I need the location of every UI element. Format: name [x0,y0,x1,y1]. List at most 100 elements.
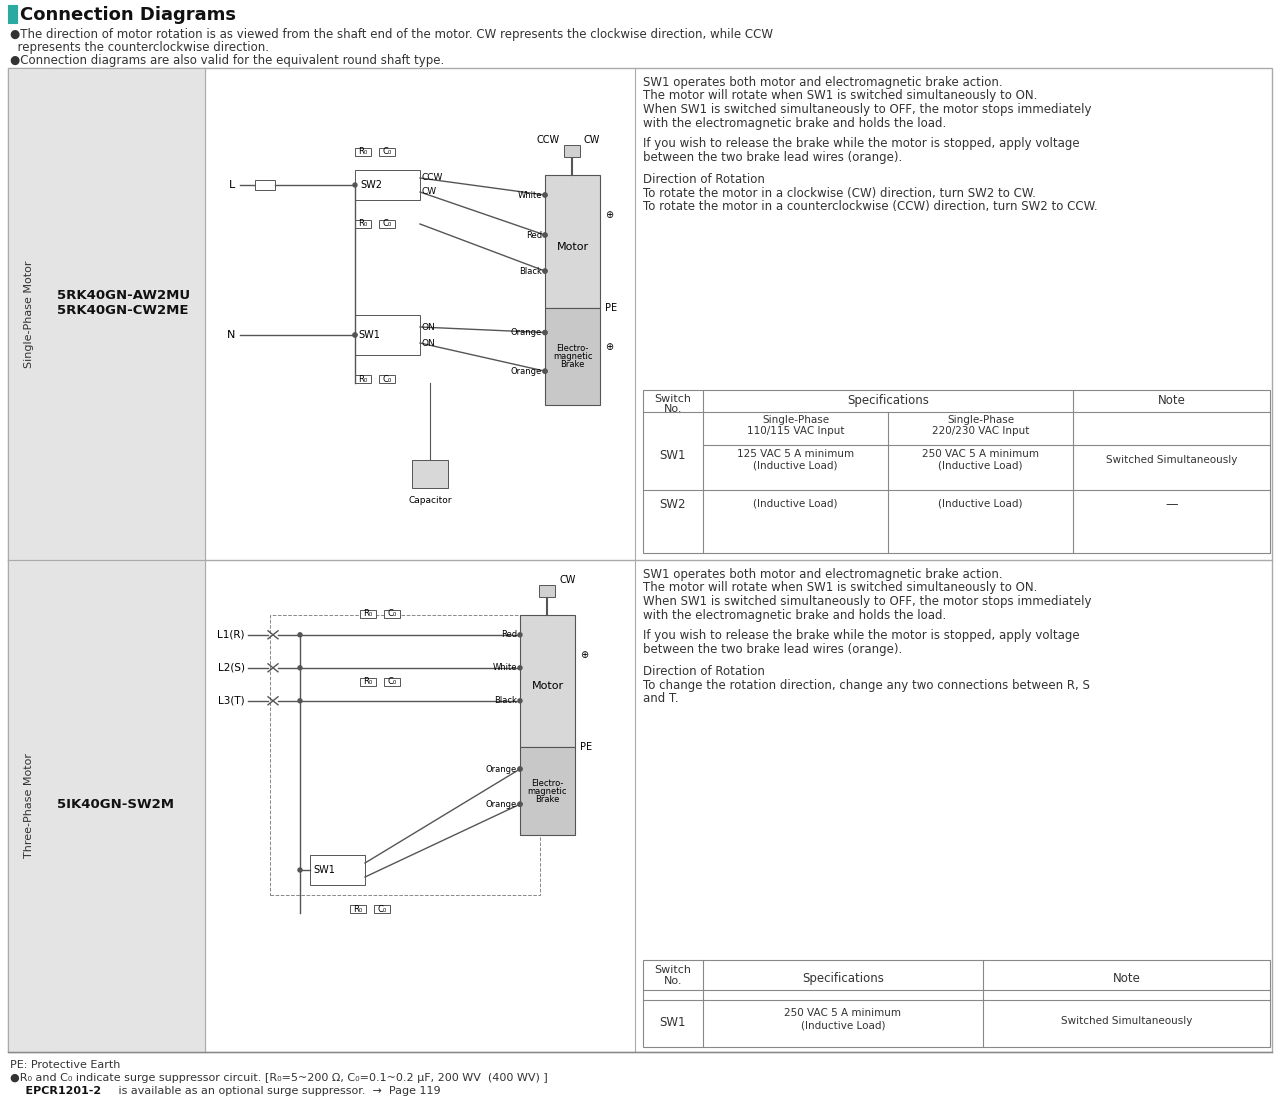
Text: 5RK40GN-CW2ME: 5RK40GN-CW2ME [58,304,188,317]
Circle shape [353,184,357,187]
Text: PE: Protective Earth: PE: Protective Earth [10,1060,120,1070]
Text: L3(T): L3(T) [219,696,244,706]
Text: SW1 operates both motor and electromagnetic brake action.: SW1 operates both motor and electromagne… [643,76,1002,90]
Text: SW1 operates both motor and electromagnetic brake action.: SW1 operates both motor and electromagne… [643,568,1002,581]
Text: ●R₀ and C₀ indicate surge suppressor circuit. [R₀=5~200 Ω, C₀=0.1~0.2 μF, 200 WV: ●R₀ and C₀ indicate surge suppressor cir… [10,1073,548,1083]
Text: Direction of Rotation: Direction of Rotation [643,665,765,678]
Circle shape [353,333,357,337]
Bar [360,678,376,686]
Text: Direction of Rotation: Direction of Rotation [643,173,765,186]
Bar [412,460,448,488]
Text: Orange: Orange [511,328,541,337]
Text: No.: No. [664,404,682,414]
Bar [384,678,399,686]
Text: —: — [1165,498,1178,511]
Circle shape [298,666,302,670]
Text: between the two brake lead wires (orange).: between the two brake lead wires (orange… [643,150,902,163]
Text: SW1: SW1 [358,330,380,340]
Text: C₀: C₀ [388,610,397,619]
Bar [374,905,390,913]
Bar [355,170,420,200]
Text: represents the counterclockwise direction.: represents the counterclockwise directio… [10,41,269,54]
Text: Electro-: Electro- [531,779,563,788]
Circle shape [543,192,547,197]
Bar [539,585,556,598]
Circle shape [518,802,522,806]
Text: ●Connection diagrams are also valid for the equivalent round shaft type.: ●Connection diagrams are also valid for … [10,54,444,67]
Text: Brake: Brake [561,360,585,369]
Text: ⊕: ⊕ [605,210,613,220]
Circle shape [298,633,302,637]
Circle shape [543,233,547,237]
Text: is available as an optional surge suppressor.  →  Page 119: is available as an optional surge suppre… [115,1087,440,1096]
Bar [520,747,575,835]
Text: 5RK40GN-AW2MU: 5RK40GN-AW2MU [58,289,191,302]
Text: (Inductive Load): (Inductive Load) [938,461,1023,471]
Text: Motor: Motor [531,681,563,692]
Text: Red: Red [526,231,541,239]
Text: Single-Phase: Single-Phase [947,415,1014,425]
Circle shape [543,330,547,335]
Text: R₀: R₀ [358,219,367,228]
Text: between the two brake lead wires (orange).: between the two brake lead wires (orange… [643,642,902,656]
Text: White: White [493,664,517,673]
Bar [310,855,365,885]
Text: Brake: Brake [535,794,559,803]
Text: The motor will rotate when SW1 is switched simultaneously to ON.: The motor will rotate when SW1 is switch… [643,90,1037,103]
Bar [8,4,17,23]
Circle shape [298,698,302,703]
Text: Motor: Motor [557,242,589,252]
Text: Black: Black [520,266,541,275]
Text: When SW1 is switched simultaneously to OFF, the motor stops immediately: When SW1 is switched simultaneously to O… [643,595,1092,608]
Text: and T.: and T. [643,692,678,705]
Bar [379,375,396,383]
Text: To rotate the motor in a clockwise (CW) direction, turn SW2 to CW.: To rotate the motor in a clockwise (CW) … [643,187,1036,199]
Bar [643,391,1270,553]
Text: ON: ON [422,322,435,331]
Text: (Inductive Load): (Inductive Load) [938,498,1023,508]
Circle shape [543,192,547,197]
Text: When SW1 is switched simultaneously to OFF, the motor stops immediately: When SW1 is switched simultaneously to O… [643,103,1092,116]
Text: The motor will rotate when SW1 is switched simultaneously to ON.: The motor will rotate when SW1 is switch… [643,582,1037,594]
Text: R₀: R₀ [358,375,367,384]
Text: If you wish to release the brake while the motor is stopped, apply voltage: If you wish to release the brake while t… [643,629,1079,642]
Text: C₀: C₀ [383,219,392,228]
Text: Specifications: Specifications [847,394,929,407]
Text: Switched Simultaneously: Switched Simultaneously [1106,455,1238,466]
Circle shape [543,269,547,273]
Bar [355,375,371,383]
Bar [545,175,600,309]
Text: SW1: SW1 [659,1016,686,1029]
Bar [8,560,205,1052]
Text: ●The direction of motor rotation is as viewed from the shaft end of the motor. C: ●The direction of motor rotation is as v… [10,28,773,41]
Text: CCW: CCW [536,135,561,145]
Bar [255,180,275,190]
Circle shape [518,633,522,637]
Bar [384,610,399,618]
Text: Orange: Orange [511,367,541,376]
Text: with the electromagnetic brake and holds the load.: with the electromagnetic brake and holds… [643,116,946,130]
Text: SW2: SW2 [360,180,381,190]
Text: C₀: C₀ [383,375,392,384]
Bar [520,615,575,747]
Text: 125 VAC 5 A minimum: 125 VAC 5 A minimum [737,449,854,459]
Text: ⊕: ⊕ [580,650,588,659]
Text: L: L [229,180,236,190]
Text: Black: Black [494,696,517,705]
Text: Connection Diagrams: Connection Diagrams [20,6,236,23]
Text: Single-Phase: Single-Phase [762,415,829,425]
Text: PE: PE [580,742,593,752]
Text: ON: ON [422,339,435,348]
Text: SW2: SW2 [659,498,686,511]
Text: Red: Red [500,630,517,639]
Circle shape [543,369,547,374]
Circle shape [353,333,357,337]
Text: Switch: Switch [654,394,691,404]
Text: 110/115 VAC Input: 110/115 VAC Input [746,426,845,436]
Text: (Inductive Load): (Inductive Load) [753,461,837,471]
Text: PE: PE [605,303,617,313]
Bar [8,68,1272,1052]
Bar [360,610,376,618]
Text: Switch: Switch [654,965,691,975]
Bar [379,220,396,228]
